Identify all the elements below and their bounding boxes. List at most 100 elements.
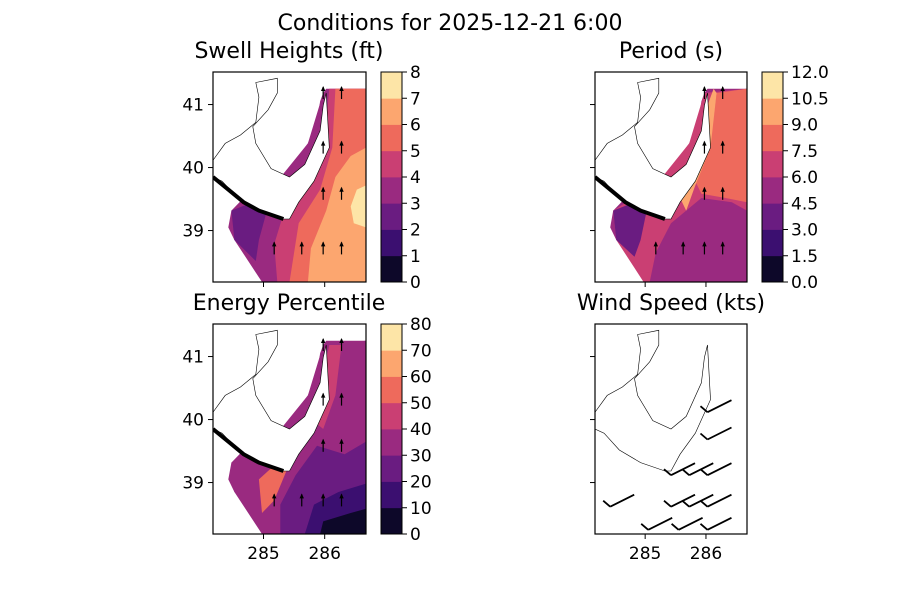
wind-speed-xtick-label: 286 bbox=[690, 544, 722, 564]
swell-heights-colorbar-label: 6 bbox=[410, 116, 421, 136]
energy-percentile-colorbar-label: 0 bbox=[410, 525, 421, 545]
swell-heights-direction-arrow bbox=[320, 241, 326, 255]
period-y-ticks bbox=[590, 104, 595, 232]
swell-heights-colorbar-label: 5 bbox=[410, 142, 421, 162]
period-direction-arrow bbox=[720, 140, 725, 154]
wind-speed-wind-barb bbox=[671, 516, 704, 531]
period-colorbar-swatch bbox=[762, 124, 783, 152]
panel-title-swell: Swell Heights (ft) bbox=[194, 39, 383, 64]
swell-heights-direction-arrow bbox=[339, 186, 344, 200]
swell-map bbox=[213, 77, 366, 282]
energy-colorbar: 80 70 60 50 40 30 20 10 0 bbox=[380, 315, 432, 545]
swell-heights-direction-arrow bbox=[272, 241, 277, 255]
energy-percentile-ytick-label: 41 bbox=[182, 348, 204, 368]
period-colorbar-label: 9.0 bbox=[791, 116, 818, 136]
period-direction-arrow bbox=[720, 86, 725, 99]
period-colorbar-label: 10.5 bbox=[791, 89, 829, 109]
energy-percentile-direction-arrow bbox=[320, 438, 326, 452]
swell-axes-frame bbox=[212, 71, 367, 283]
swell-heights-direction-arrow bbox=[339, 241, 344, 255]
wind-speed-wind-barb bbox=[699, 516, 732, 531]
swell-heights-direction-arrow bbox=[320, 186, 326, 200]
energy-map bbox=[213, 329, 366, 534]
period-colorbar-swatch bbox=[762, 177, 783, 204]
energy-percentile-colorbar-swatch bbox=[381, 376, 402, 404]
energy-percentile-colorbar-swatch bbox=[381, 455, 402, 482]
wind-y-ticks bbox=[590, 356, 595, 484]
energy-percentile-colorbar-label: 50 bbox=[410, 394, 432, 414]
period-colorbar-swatch bbox=[762, 72, 783, 99]
panel-swell-heights: Swell Heights (ft) 41 40 39 8 7 6 5 4 3 2 1 0 bbox=[182, 39, 420, 293]
period-colorbar-label: 6.0 bbox=[791, 168, 818, 188]
energy-percentile-xtick-label: 286 bbox=[308, 544, 340, 564]
energy-percentile-colorbar-swatch bbox=[381, 507, 402, 535]
energy-percentile-colorbar-label: 10 bbox=[410, 499, 432, 519]
panel-title-wind: Wind Speed (kts) bbox=[577, 291, 765, 316]
swell-x-ticks bbox=[262, 282, 326, 287]
period-colorbar-swatch bbox=[762, 203, 783, 230]
swell-colorbar: 8 7 6 5 4 3 2 1 0 bbox=[380, 63, 421, 293]
energy-percentile-direction-arrow bbox=[339, 493, 344, 507]
period-direction-arrow bbox=[653, 241, 658, 255]
swell-heights-colorbar-swatch bbox=[381, 229, 402, 257]
swell-heights-colorbar-swatch bbox=[381, 124, 402, 152]
panel-title-period: Period (s) bbox=[619, 39, 723, 64]
swell-heights-colorbar-label: 7 bbox=[410, 89, 421, 109]
period-x-ticks bbox=[644, 282, 707, 287]
energy-percentile-colorbar-swatch bbox=[381, 350, 402, 377]
energy-percentile-direction-arrow bbox=[339, 338, 344, 351]
swell-heights-direction-arrow bbox=[299, 241, 304, 255]
swell-heights-contour-band-4 bbox=[307, 147, 366, 282]
period-colorbar-label: 0.0 bbox=[791, 273, 818, 293]
wind-speed-wind-barb bbox=[699, 462, 732, 477]
energy-percentile-direction-arrow bbox=[299, 493, 304, 507]
panel-title-energy: Energy Percentile bbox=[193, 291, 386, 316]
energy-percentile-direction-arrow bbox=[339, 438, 344, 452]
wind-speed-land-outline bbox=[595, 329, 711, 472]
swell-heights-colorbar-label: 8 bbox=[410, 63, 421, 83]
wind-speed-wind-barb bbox=[663, 493, 696, 508]
period-colorbar-label: 7.5 bbox=[791, 142, 818, 162]
period-colorbar-label: 4.5 bbox=[791, 194, 818, 214]
energy-percentile-direction-arrow bbox=[320, 493, 326, 507]
energy-percentile-land-outline bbox=[213, 329, 330, 472]
energy-percentile-contour-band-6 bbox=[258, 462, 287, 513]
energy-percentile-ytick-label: 40 bbox=[182, 411, 204, 431]
energy-percentile-colorbar-label: 70 bbox=[410, 341, 432, 361]
swell-heights-bay-shore bbox=[213, 175, 285, 221]
period-axes-frame bbox=[594, 71, 748, 283]
energy-percentile-colorbar-swatch bbox=[381, 429, 402, 456]
swell-heights-direction-arrow bbox=[320, 86, 326, 99]
period-contour-band-5 bbox=[613, 202, 647, 257]
energy-percentile-contour-band-4 bbox=[320, 508, 366, 534]
energy-x-ticks: 285 286 bbox=[247, 534, 341, 564]
energy-percentile-colorbar-swatch bbox=[381, 402, 402, 430]
swell-heights-colorbar-label: 4 bbox=[410, 168, 421, 188]
swell-heights-colorbar-swatch bbox=[381, 72, 402, 99]
energy-percentile-direction-arrow bbox=[272, 493, 277, 507]
period-colorbar-label: 3.0 bbox=[791, 221, 818, 241]
period-direction-arrow bbox=[680, 241, 686, 255]
panel-wind-speed: Wind Speed (kts) 285 286 bbox=[577, 291, 765, 564]
energy-percentile-direction-arrow bbox=[339, 392, 344, 406]
swell-heights-colorbar-swatch bbox=[381, 203, 402, 230]
energy-percentile-colorbar-label: 80 bbox=[410, 315, 432, 335]
swell-heights-colorbar-label: 1 bbox=[410, 247, 421, 267]
swell-heights-direction-arrow bbox=[320, 140, 326, 154]
period-colorbar: 12.0 10.5 9.0 7.5 6.0 4.5 3.0 1.5 0.0 bbox=[761, 63, 829, 293]
energy-percentile-xtick-label: 285 bbox=[247, 544, 279, 564]
wind-speed-wind-barb bbox=[699, 399, 732, 414]
wind-axes-frame bbox=[594, 323, 748, 535]
energy-percentile-colorbar-label: 40 bbox=[410, 420, 432, 440]
energy-y-ticks: 41 40 39 bbox=[182, 348, 213, 494]
swell-heights-colorbar-label: 3 bbox=[410, 194, 421, 214]
swell-heights-land-outline bbox=[213, 77, 330, 220]
energy-percentile-colorbar-label: 60 bbox=[410, 368, 432, 388]
period-colorbar-swatch bbox=[762, 255, 783, 283]
wind-map bbox=[595, 329, 732, 531]
period-colorbar-swatch bbox=[762, 229, 783, 257]
wind-speed-wind-barb bbox=[640, 516, 673, 531]
swell-heights-colorbar-swatch bbox=[381, 177, 402, 204]
energy-percentile-ytick-label: 39 bbox=[182, 474, 204, 494]
energy-percentile-colorbar-swatch bbox=[381, 481, 402, 509]
